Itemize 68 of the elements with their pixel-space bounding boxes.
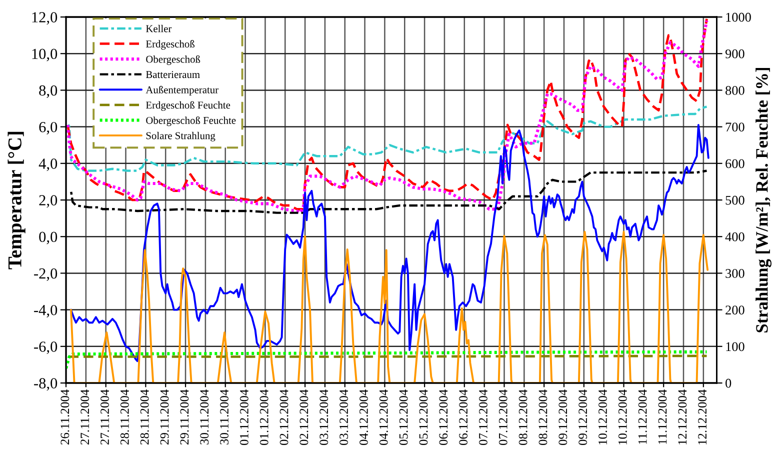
legend-label: Batterieraum [146, 71, 200, 78]
x-tick-label: 27.11.2004 [100, 389, 110, 444]
y-axis-title: Temperatur [°C] [8, 132, 26, 270]
x-tick-label: 07.12.2004 [479, 389, 488, 446]
y2-tick-label: 200 [726, 306, 744, 315]
x-tick-label: 28.11.2004 [140, 389, 149, 444]
x-tick-label: 27.11.2004 [80, 389, 90, 444]
x-tick-label: 01.12.2004 [240, 389, 248, 446]
x-tick-label: 03.12.2004 [320, 389, 328, 446]
x-tick-label: 04.12.2004 [379, 389, 388, 446]
y-tick-label: 2,0 [39, 195, 58, 208]
x-tick-label: 10.12.2004 [598, 389, 608, 444]
legend-label: Erdgeschoß [146, 40, 194, 50]
y2-tick-label: 900 [725, 49, 744, 58]
legend-label: Obergeschoß Feuchte [146, 116, 236, 126]
x-tick-label: 12.12.2004 [678, 389, 687, 444]
y-tick-label: 6,0 [39, 122, 58, 134]
y2-tick-label: 700 [726, 122, 744, 132]
legend-label: Keller [146, 24, 172, 32]
y2-tick-label: 600 [726, 159, 744, 168]
x-tick-label: 09.12.2004 [578, 389, 588, 446]
x-tick-label: 02.12.2004 [280, 389, 288, 446]
x-tick-label: 10.12.2004 [618, 389, 627, 444]
x-tick-label: 08.12.2004 [518, 389, 528, 446]
x-tick-label: 09.12.2004 [558, 389, 568, 446]
x-tick-label: 06.12.2004 [459, 389, 468, 446]
y-tick-label: -8,0 [34, 378, 58, 391]
y-tick-label: -2,0 [34, 268, 58, 281]
line-series [66, 350, 708, 370]
y2-axis-title: Strahlung [W/m²], Rel. Feuchte [%] [756, 68, 772, 332]
x-tick-label: 30.11.2004 [220, 389, 229, 444]
x-tick-label: 11.12.2004 [658, 389, 667, 444]
legend-label: Außentemperatur [146, 86, 218, 96]
y2-tick-label: 0 [726, 378, 732, 388]
x-tick-label: 05.12.2004 [419, 389, 428, 446]
line-series [70, 170, 708, 214]
x-tick-label: 01.12.2004 [260, 389, 268, 446]
x-tick-label: 03.12.2004 [340, 389, 348, 446]
y2-tick-label: 800 [726, 86, 744, 95]
x-tick-label: 28.11.2004 [120, 389, 129, 444]
y2-tick-label: 100 [726, 342, 744, 352]
x-tick-label: 05.12.2004 [399, 389, 408, 446]
y2-tick-label: 400 [725, 232, 744, 242]
y-tick-label: 10,0 [32, 48, 58, 62]
x-tick-label: 02.12.2004 [300, 389, 308, 446]
x-tick-label: 26.11.2004 [60, 389, 70, 444]
x-tick-label: 29.11.2004 [160, 389, 169, 444]
legend-label: Obergeschoß [146, 55, 200, 65]
x-tick-label: 08.12.2004 [538, 389, 548, 446]
y-tick-label: -6,0 [34, 342, 58, 354]
x-tick-label: 06.12.2004 [439, 389, 448, 446]
x-tick-label: 30.11.2004 [200, 389, 209, 444]
y-tick-label: 8,0 [39, 85, 58, 98]
y2-tick-label: 1000 [726, 12, 751, 22]
y-tick-label: 12,0 [32, 12, 58, 25]
y-tick-label: 0,0 [39, 232, 58, 244]
y-tick-label: -4,0 [34, 304, 58, 318]
y2-tick-label: 300 [726, 269, 744, 278]
x-tick-label: 12.12.2004 [698, 389, 707, 444]
legend-label: Solare Strahlung [146, 132, 216, 142]
x-tick-label: 11.12.2004 [638, 389, 647, 444]
y2-tick-label: 500 [726, 196, 744, 205]
x-tick-label: 04.12.2004 [359, 389, 368, 446]
x-tick-label: 29.11.2004 [180, 389, 189, 444]
line-series [70, 230, 709, 383]
legend-label: Erdgeschoß Feuchte [146, 101, 230, 111]
x-tick-label: 07.12.2004 [498, 389, 508, 446]
y-tick-label: 4,0 [38, 158, 58, 172]
